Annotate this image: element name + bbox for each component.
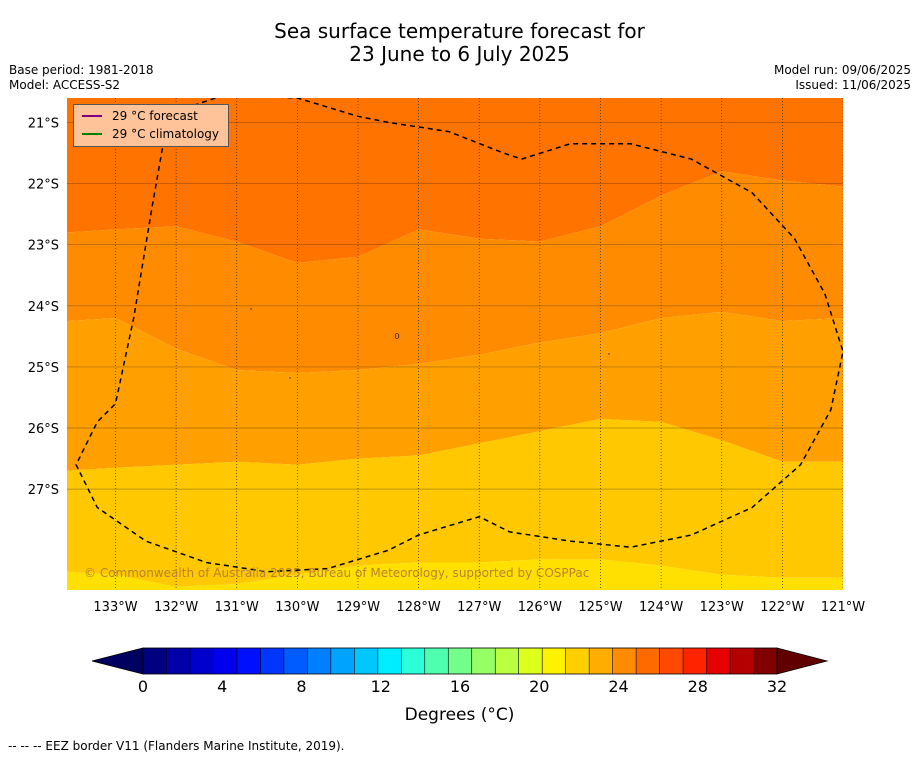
y-tick-label: 24°S <box>28 300 59 315</box>
x-tick-label: 129°W <box>336 600 380 615</box>
base-period-label: Base period: 1981-2018 <box>9 63 154 77</box>
model-label: Model: ACCESS-S2 <box>9 78 121 92</box>
colorbar-block <box>401 648 426 674</box>
legend-swatch-forecast <box>82 115 102 117</box>
y-tick-label: 22°S <box>28 178 59 193</box>
island-markers <box>250 308 610 379</box>
colorbar-block <box>730 648 754 674</box>
island-marker <box>394 333 400 339</box>
y-tick-labels: 21°S 22°S 23°S 24°S 25°S 26°S 27°S <box>28 116 59 498</box>
eez-footnote: -- -- -- EEZ border V11 (Flanders Marine… <box>8 739 345 753</box>
y-tick-label: 26°S <box>28 422 59 437</box>
legend-swatch-climatology <box>82 133 102 135</box>
contour-band-25-26 <box>67 311 843 471</box>
legend-label-forecast: 29 °C forecast <box>112 109 198 123</box>
colorbar-block <box>518 648 543 674</box>
contour-band-24-25 <box>67 418 843 587</box>
x-tick-label: 128°W <box>397 600 441 615</box>
eez-border <box>75 98 843 573</box>
colorbar-block <box>307 648 332 674</box>
colorbar-tick-label: 28 <box>688 677 708 696</box>
colorbar-block <box>471 648 496 674</box>
colorbar-block <box>495 648 520 674</box>
contour-band-26-27 <box>67 171 843 373</box>
colorbar-block <box>706 648 731 674</box>
y-tick-label: 25°S <box>28 361 59 376</box>
x-tick-label: 133°W <box>93 600 137 615</box>
island-marker <box>608 353 610 355</box>
colorbar-block <box>330 648 355 674</box>
colorbar-block <box>213 648 238 674</box>
colorbar-block <box>542 648 566 674</box>
island-marker <box>250 308 252 310</box>
colorbar-over-arrow <box>776 647 829 675</box>
gridlines <box>67 98 843 590</box>
x-tick-label: 122°W <box>760 600 804 615</box>
colorbar-tick-labels: 0 4 8 12 16 20 24 28 32 <box>138 677 787 696</box>
colorbar-block <box>143 648 167 674</box>
island-marker <box>289 377 291 379</box>
colorbar-block <box>189 648 214 674</box>
colorbar-tick-label: 20 <box>529 677 549 696</box>
colorbar-blocks <box>91 647 829 675</box>
x-tick-label: 130°W <box>275 600 319 615</box>
colorbar-tick-label: 4 <box>217 677 227 696</box>
colorbar-block <box>448 648 473 674</box>
map-legend: 29 °C forecast 29 °C climatology <box>73 104 229 147</box>
colorbar-block <box>565 648 590 674</box>
x-tick-label: 121°W <box>821 600 865 615</box>
colorbar-tick-label: 0 <box>138 677 148 696</box>
model-run-label: Model run: 09/06/2025 <box>773 63 911 77</box>
contour-fills <box>67 98 843 590</box>
colorbar-outline <box>142 647 778 675</box>
colorbar-tick-label: 24 <box>608 677 628 696</box>
x-tick-labels: 133°W 132°W 131°W 130°W 129°W 128°W 127°W 126°W… <box>93 600 865 615</box>
legend-item-forecast: 29 °C forecast <box>82 108 198 124</box>
x-tick-label: 124°W <box>639 600 683 615</box>
colorbar-tick-label: 12 <box>371 677 391 696</box>
colorbar-block <box>354 648 379 674</box>
colorbar-block <box>283 648 308 674</box>
legend-item-climatology: 29 °C climatology <box>82 126 219 142</box>
colorbar-block <box>659 648 684 674</box>
legend-label-climatology: 29 °C climatology <box>112 127 220 141</box>
x-tick-label: 126°W <box>518 600 562 615</box>
colorbar-block <box>753 648 778 674</box>
colorbar-tick-label: 32 <box>767 677 787 696</box>
x-tick-label: 132°W <box>154 600 198 615</box>
contour-band-27-28 <box>67 98 843 263</box>
issued-label: Issued: 11/06/2025 <box>795 78 911 92</box>
colorbar-block <box>377 648 402 674</box>
colorbar-label: Degrees (°C) <box>404 705 515 725</box>
chart-title-line2: 23 June to 6 July 2025 <box>349 42 570 66</box>
x-tick-label: 131°W <box>215 600 259 615</box>
colorbar-block <box>683 648 707 674</box>
contour-band-23-24 <box>67 559 843 590</box>
colorbar-block <box>589 648 613 674</box>
copyright-notice: © Commonwealth of Australia 2025, Bureau… <box>84 566 590 580</box>
colorbar-block <box>424 648 449 674</box>
colorbar-tick-label: 8 <box>296 677 306 696</box>
colorbar-block <box>236 648 261 674</box>
x-tick-label: 127°W <box>457 600 501 615</box>
colorbar-block <box>612 648 637 674</box>
colorbar-block <box>636 648 660 674</box>
y-tick-label: 21°S <box>28 116 59 131</box>
y-tick-label: 23°S <box>28 239 59 254</box>
chart-title-line1: Sea surface temperature forecast for <box>274 19 645 43</box>
x-tick-label: 125°W <box>578 600 622 615</box>
y-tick-label: 27°S <box>28 483 59 498</box>
colorbar-block <box>166 648 191 674</box>
eez-border-layer <box>75 98 843 573</box>
colorbar-under-arrow <box>91 647 144 675</box>
sst-map: 133°W 132°W 131°W 130°W 129°W 128°W 127°W 126°W… <box>28 98 865 615</box>
colorbar-tick-label: 16 <box>450 677 470 696</box>
colorbar-block <box>260 648 285 674</box>
x-tick-label: 123°W <box>700 600 744 615</box>
